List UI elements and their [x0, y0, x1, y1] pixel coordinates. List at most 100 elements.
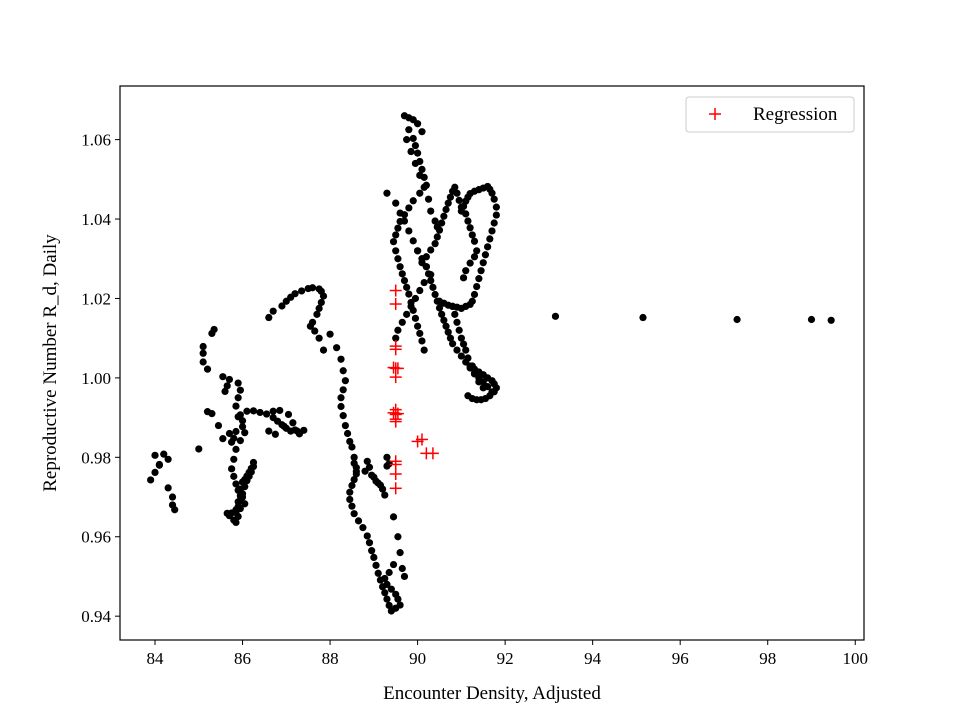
observed-point: [394, 326, 402, 334]
regression-point: [389, 467, 402, 480]
observed-point: [414, 247, 422, 255]
observed-point: [363, 532, 371, 540]
observed-point: [265, 427, 273, 435]
observed-point: [232, 480, 240, 488]
observed-point: [455, 196, 463, 204]
observed-point: [418, 128, 426, 136]
observed-point: [400, 572, 409, 581]
observed-point: [225, 375, 234, 384]
x-tick-label: 96: [672, 649, 689, 668]
observed-point: [416, 157, 424, 166]
observed-point: [230, 434, 238, 442]
regression-point: [389, 371, 402, 384]
observed-point: [389, 238, 398, 246]
observed-point: [449, 302, 457, 311]
observed-point: [433, 233, 441, 241]
observed-point: [490, 195, 498, 203]
observed-point: [319, 292, 328, 300]
observed-point: [214, 421, 223, 430]
observed-point: [427, 207, 435, 215]
observed-point: [418, 255, 426, 263]
observed-point: [409, 197, 417, 205]
x-tick-label: 92: [497, 649, 514, 668]
observed-point: [442, 205, 450, 214]
observed-point: [276, 406, 284, 415]
observed-point: [151, 451, 159, 459]
observed-point: [422, 263, 430, 271]
observed-point: [236, 386, 244, 394]
observed-point: [363, 457, 371, 465]
observed-point: [429, 283, 437, 291]
observed-point: [210, 325, 218, 334]
observed-point: [339, 367, 347, 375]
observed-point: [389, 560, 398, 569]
observed-point: [396, 549, 404, 557]
observed-point: [444, 328, 452, 336]
observed-point: [398, 564, 406, 573]
observed-point: [405, 204, 413, 212]
observed-point: [339, 412, 347, 420]
observed-point: [475, 275, 483, 283]
observed-point: [339, 386, 347, 394]
observed-point: [223, 382, 231, 390]
observed-point: [455, 326, 463, 334]
observed-point: [199, 342, 207, 351]
observed-point: [291, 290, 299, 298]
observed-point: [400, 276, 409, 285]
observed-point: [453, 346, 461, 354]
observed-point: [374, 479, 382, 487]
observed-point: [407, 147, 415, 156]
observed-point: [490, 219, 498, 227]
observed-point: [230, 472, 238, 480]
observed-point: [151, 468, 159, 477]
observed-point: [435, 226, 444, 234]
observed-point: [243, 407, 251, 415]
observed-point: [203, 365, 212, 373]
observed-point: [427, 246, 435, 254]
observed-point: [381, 491, 389, 499]
observed-point: [387, 585, 395, 593]
observed-point: [486, 235, 494, 243]
observed-point: [427, 276, 435, 285]
observed-point: [337, 355, 345, 363]
observed-point: [147, 476, 155, 484]
observed-point: [164, 484, 172, 492]
observed-point: [333, 344, 341, 352]
observed-point: [462, 267, 470, 275]
observed-point: [479, 384, 487, 392]
observed-point: [457, 352, 465, 360]
observed-point: [199, 349, 207, 357]
observed-point: [383, 189, 391, 197]
observed-point: [383, 595, 391, 603]
observed-point: [427, 271, 435, 279]
observed-point: [378, 485, 387, 493]
observed-point: [346, 488, 354, 496]
x-tick-label: 88: [322, 649, 339, 668]
y-tick-label: 1.06: [81, 131, 111, 150]
observed-point: [392, 334, 400, 342]
observed-point: [348, 443, 356, 451]
observed-point: [280, 422, 288, 430]
observed-point: [431, 290, 439, 299]
observed-point: [208, 410, 216, 418]
x-axis-ticks: 84 86 88 90 92 94 96 98 100: [147, 640, 868, 668]
observed-point: [457, 334, 465, 342]
observed-point: [449, 340, 457, 348]
observed-point: [164, 455, 172, 463]
observed-point: [354, 517, 363, 525]
observed-point: [219, 373, 227, 381]
observed-point: [392, 231, 400, 239]
observed-point: [346, 495, 354, 504]
observed-point: [381, 574, 389, 583]
x-tick-label: 100: [842, 649, 868, 668]
observed-point: [442, 322, 450, 330]
observed-point: [230, 455, 238, 463]
observed-point: [416, 286, 424, 295]
observed-point: [315, 304, 323, 312]
y-tick-label: 0.98: [81, 448, 111, 467]
observed-point: [341, 421, 349, 430]
observed-point: [234, 498, 242, 506]
observed-point: [271, 430, 279, 438]
observed-point: [405, 227, 413, 235]
